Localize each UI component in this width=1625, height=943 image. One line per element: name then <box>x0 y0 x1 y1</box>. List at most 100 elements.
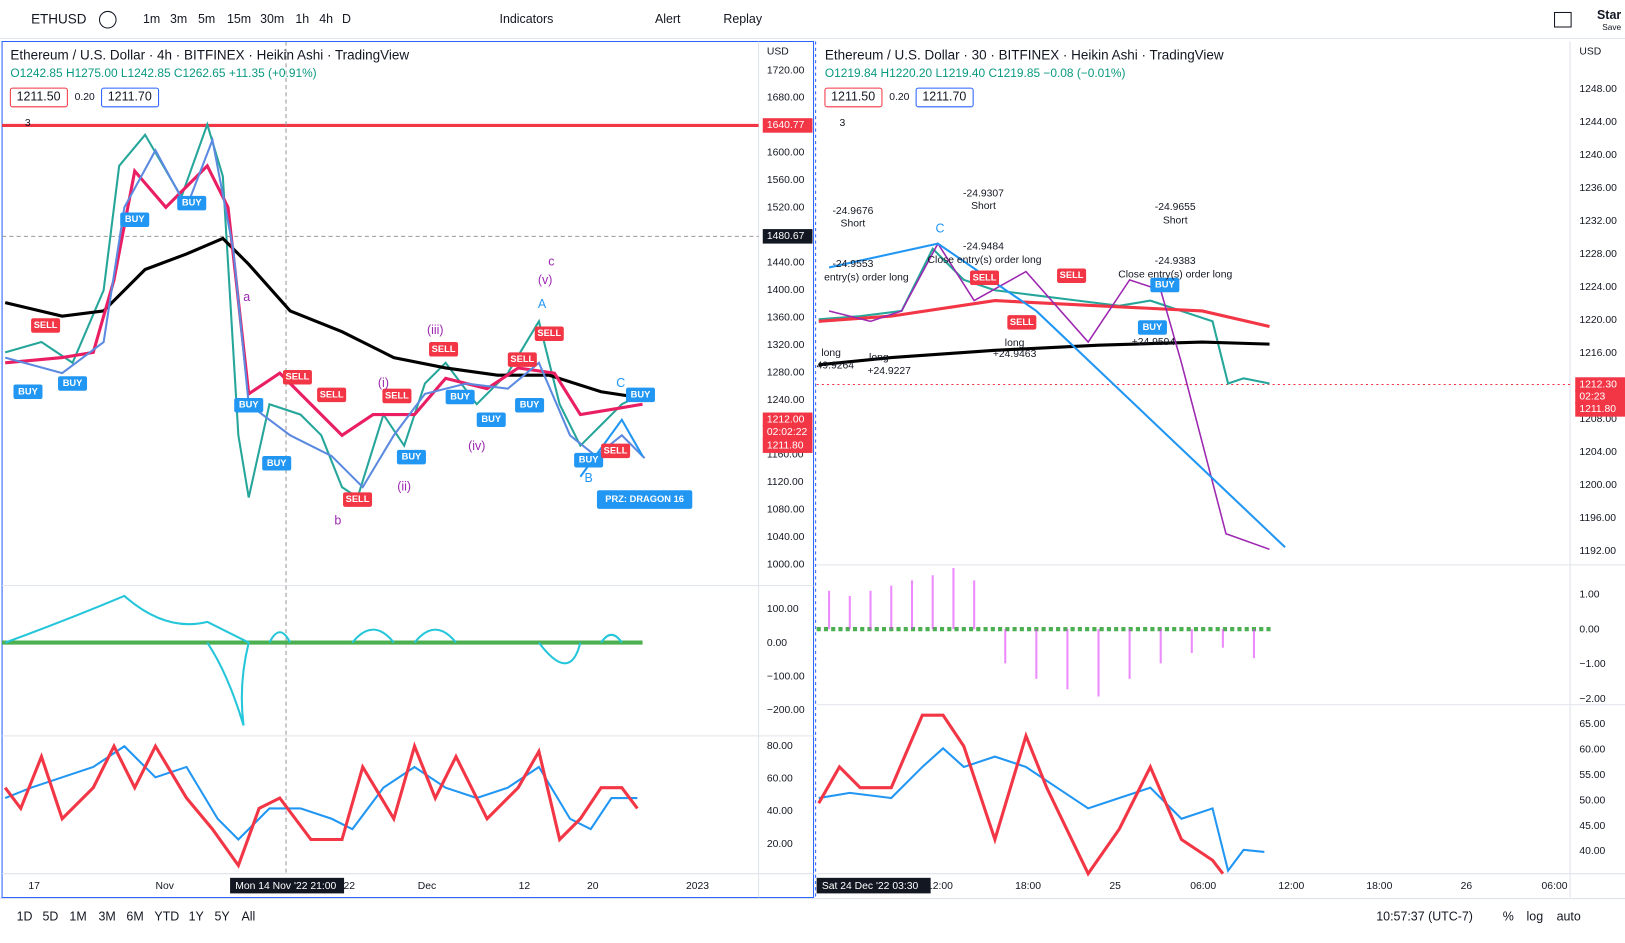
interval-button[interactable]: 1m <box>143 12 160 26</box>
add-symbol[interactable] <box>98 10 117 29</box>
sell-signal <box>1057 268 1087 283</box>
strategy-annotation: Short <box>971 201 996 212</box>
star[interactable]: Star <box>1597 8 1621 22</box>
interval-button[interactable]: 4h <box>319 12 333 26</box>
range-button[interactable]: All <box>241 910 255 924</box>
buy-signal <box>396 449 426 465</box>
osc-tick: 1.00 <box>1579 590 1599 601</box>
price-label: 1212.00 <box>767 415 805 426</box>
buy-signal <box>262 456 292 471</box>
strategy-annotation: 49.9264 <box>817 361 855 372</box>
interval-button[interactable]: 5m <box>198 12 215 26</box>
strategy-annotation: -24.9307 <box>963 189 1004 200</box>
buy-signal <box>234 398 264 413</box>
range-button[interactable]: 3M <box>98 910 115 924</box>
signal-label: SELL <box>973 272 997 282</box>
auto-toggle[interactable]: auto <box>1557 910 1581 924</box>
ask-box <box>915 87 974 108</box>
range-button[interactable]: 1D <box>17 910 33 924</box>
percent-toggle[interactable]: % <box>1503 910 1514 924</box>
price-tick: 1236.00 <box>1579 183 1617 194</box>
sell-signal <box>429 342 459 357</box>
strategy-annotation: -24.9553 <box>832 259 873 270</box>
signal-label: SELL <box>286 372 310 382</box>
range-button[interactable]: 1M <box>69 910 86 924</box>
interval-button[interactable]: 3m <box>170 12 187 26</box>
currency: USD <box>1579 47 1601 58</box>
sell-signal <box>282 370 312 385</box>
price-tick: 1220.00 <box>1579 315 1617 326</box>
bid: 1211.50 <box>17 90 61 104</box>
signal-label: BUY <box>18 386 38 396</box>
chart-title: Ethereum / U.S. Dollar · 30 · BITFINEX ·… <box>825 48 1224 63</box>
ohlc: O1219.84 H1220.20 L1219.40 C1219.85 −0.0… <box>825 66 1126 80</box>
indicators-button[interactable]: Indicators <box>500 12 554 26</box>
rsi-tick: 40.00 <box>1579 846 1605 857</box>
strategy-annotation: +24.9594 <box>1132 337 1176 348</box>
ask-box <box>101 87 160 108</box>
time-tick: 06:00 <box>1542 881 1568 892</box>
strategy-annotation: Short <box>841 219 866 230</box>
range-button[interactable]: 1Y <box>189 910 205 924</box>
alert-button[interactable]: Alert <box>655 12 681 26</box>
signal-label: SELL <box>34 320 58 330</box>
time-tick: 18:00 <box>1015 881 1041 892</box>
rsi-tick: 80.00 <box>767 741 793 752</box>
sell-signal <box>317 387 347 403</box>
time-tick: Nov <box>156 881 175 892</box>
price-tick: 1244.00 <box>1579 117 1617 128</box>
price-label-bg <box>762 229 813 244</box>
sell-signal <box>507 352 537 367</box>
price-label: 1211.80 <box>1579 404 1616 415</box>
buy-signal <box>58 376 88 391</box>
wave-label: (v) <box>538 273 552 287</box>
sell-signal <box>601 443 631 459</box>
rsi-tick: 45.00 <box>1579 821 1605 832</box>
strategy-annotation: Short <box>1163 216 1188 227</box>
range-button[interactable]: 6M <box>126 910 143 924</box>
signal-label: BUY <box>182 198 202 208</box>
price-tick: 1720.00 <box>767 65 805 76</box>
interval-button[interactable]: 30m <box>260 12 284 26</box>
wave-label: (iii) <box>427 323 444 337</box>
time-tick: 06:00 <box>1190 881 1216 892</box>
symbol[interactable]: ETHUSD <box>31 11 87 26</box>
indicator-count[interactable]: 3 <box>839 118 845 129</box>
osc-tick: −100.00 <box>767 672 805 683</box>
range-button[interactable]: YTD <box>154 910 179 924</box>
panel-separators <box>0 564 1625 900</box>
signal-label: BUY <box>239 400 259 410</box>
price-tick: 1040.00 <box>767 532 805 543</box>
bid: 1211.50 <box>831 90 875 104</box>
crosshair-time: Sat 24 Dec '22 03:30 <box>822 881 919 892</box>
price-tick: 1232.00 <box>1579 216 1617 227</box>
osc-tick: 0.00 <box>767 638 787 649</box>
range-button[interactable]: 5Y <box>215 910 231 924</box>
sell-signal <box>1007 315 1037 330</box>
layout-icon[interactable] <box>1554 11 1572 28</box>
indicator-count[interactable]: 3 <box>25 118 31 129</box>
rsi-line-red <box>3 741 639 869</box>
save[interactable]: Save <box>1602 22 1621 32</box>
strategy-annotation: +24.9227 <box>867 366 911 377</box>
log-toggle[interactable]: log <box>1527 910 1544 924</box>
buy-signal <box>177 195 207 211</box>
signal-label: BUY <box>402 452 422 462</box>
ohlc: O1242.85 H1275.00 L1242.85 C1262.65 +11.… <box>10 66 316 80</box>
signal-label: BUY <box>631 389 651 399</box>
wave-label: c <box>548 255 554 269</box>
interval-button[interactable]: 1h <box>295 12 309 26</box>
price-tick: 1248.00 <box>1579 84 1617 95</box>
replay-button[interactable]: Replay <box>723 12 762 26</box>
currency: USD <box>767 47 789 58</box>
signal-label: BUY <box>63 378 83 388</box>
buy-signal <box>515 398 545 413</box>
oscillator-histogram <box>4 594 623 726</box>
buy-signal <box>445 389 475 405</box>
strategy-annotation: -24.9383 <box>1155 256 1196 267</box>
price-label-bg <box>762 424 813 440</box>
range-button[interactable]: 5D <box>42 910 58 924</box>
interval-button[interactable]: D <box>342 12 351 26</box>
price-tick: 1192.00 <box>1579 546 1616 557</box>
interval-button[interactable]: 15m <box>227 12 251 26</box>
